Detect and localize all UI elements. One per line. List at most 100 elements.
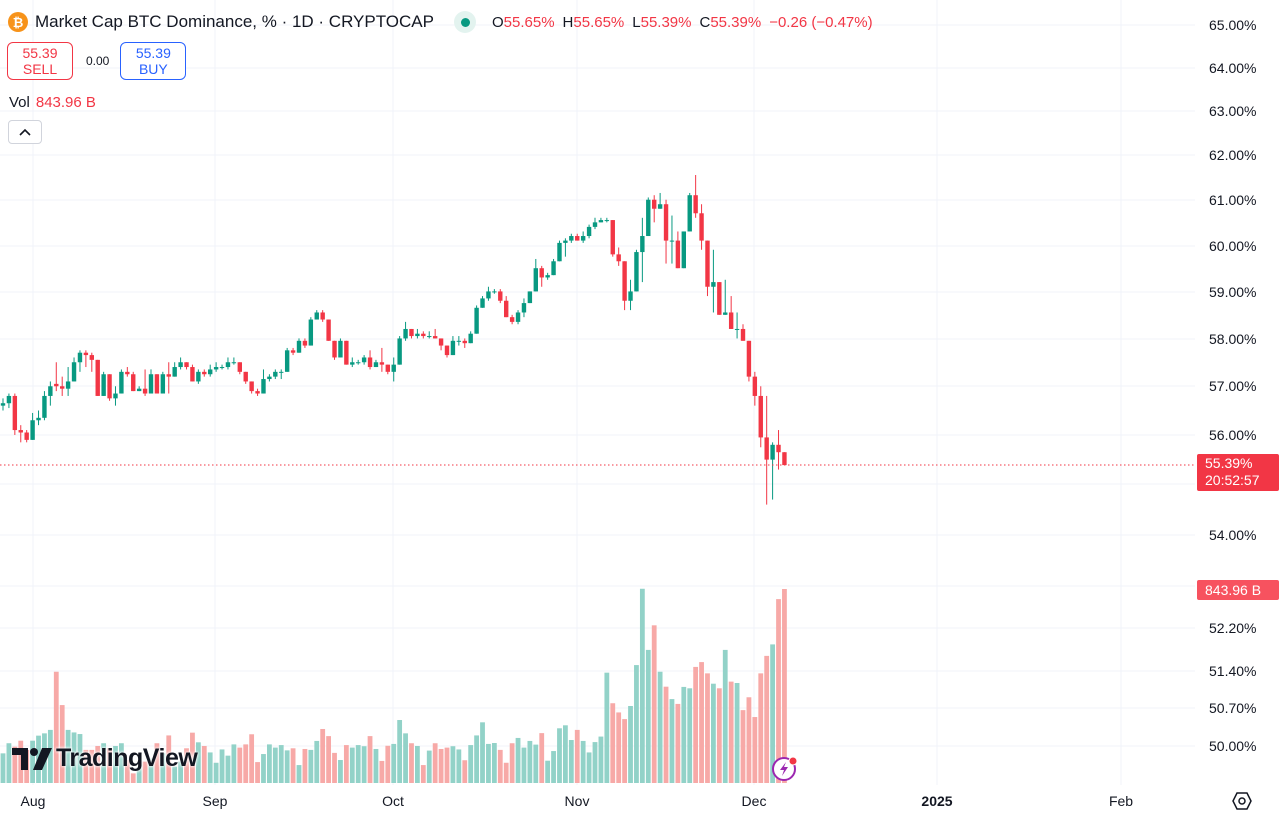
- candle: [243, 371, 248, 384]
- candle-body: [166, 374, 171, 377]
- volume-bar: [0, 753, 6, 783]
- sell-price: 55.39: [22, 45, 58, 61]
- volume-bar: [367, 736, 373, 783]
- candle: [663, 199, 669, 264]
- volume-bar: [308, 749, 314, 783]
- lightning-icon[interactable]: [771, 755, 799, 783]
- buy-button[interactable]: 55.39 BUY: [120, 42, 187, 80]
- volume-bar: [130, 773, 136, 783]
- collapse-legend-button[interactable]: [8, 120, 42, 144]
- candle: [444, 345, 450, 358]
- candle: [640, 217, 645, 283]
- price-axis-label: 61.00%: [1209, 192, 1257, 208]
- last-volume-label: 843.96 B: [1197, 580, 1279, 600]
- volume-bar: [219, 749, 225, 783]
- candle-body: [663, 204, 669, 241]
- volume-bar: [752, 717, 758, 783]
- volume-bar: [432, 743, 438, 783]
- candle: [657, 192, 663, 209]
- candle: [468, 331, 473, 344]
- volume-bar: [119, 743, 124, 783]
- candle-body: [60, 386, 65, 389]
- volume-bar: [604, 672, 610, 783]
- candle-body: [397, 338, 402, 365]
- volume-bar: [361, 746, 367, 783]
- volume-bar: [71, 732, 77, 783]
- symbol-title[interactable]: Market Cap BTC Dominance, % · 1D · CRYPT…: [35, 12, 434, 31]
- trade-buttons: 55.39 SELL 0.00 55.39 BUY: [7, 42, 187, 80]
- candle-body: [290, 350, 296, 353]
- volume-bar: [669, 699, 675, 783]
- volume-bar: [746, 697, 752, 783]
- candle-body: [225, 362, 231, 368]
- tradingview-watermark[interactable]: TradingView: [12, 744, 198, 773]
- candle-body: [261, 379, 266, 394]
- candle: [723, 279, 728, 315]
- candle: [699, 204, 704, 250]
- volume-bar: [6, 743, 12, 783]
- candle: [373, 359, 379, 368]
- volume-bar: [65, 729, 71, 783]
- candle: [65, 367, 71, 396]
- candle-body: [586, 226, 592, 237]
- volume-bar: [207, 752, 213, 783]
- candle: [89, 352, 94, 372]
- candle-body: [652, 199, 657, 209]
- candle: [586, 224, 592, 239]
- candle: [604, 217, 610, 223]
- candle: [160, 371, 166, 394]
- volume-bar: [397, 720, 403, 783]
- volume-bar: [77, 734, 83, 783]
- volume-bar: [267, 744, 272, 783]
- candle-body: [178, 362, 183, 368]
- candle: [652, 195, 657, 223]
- candle-body: [628, 291, 633, 301]
- time-axis-label: Oct: [382, 793, 404, 809]
- volume-bar: [373, 748, 379, 783]
- price-axis-label: 62.00%: [1209, 147, 1257, 163]
- volume-axis-label: 50.70%: [1209, 700, 1257, 716]
- market-open-status-icon[interactable]: [454, 11, 476, 33]
- candle: [326, 319, 331, 341]
- candle: [379, 347, 385, 372]
- volume-bar: [142, 761, 148, 783]
- candle-body: [622, 261, 627, 301]
- candle-body: [782, 452, 787, 466]
- volume-legend[interactable]: Vol 843.96 B: [9, 94, 96, 111]
- open-value: 55.65%: [503, 13, 555, 31]
- candle-body: [332, 340, 337, 358]
- candle: [267, 374, 272, 382]
- candle: [432, 328, 438, 339]
- volume-bar: [355, 745, 361, 783]
- candle-body: [728, 312, 734, 329]
- candle-body: [83, 352, 89, 356]
- settings-icon[interactable]: [1232, 791, 1252, 811]
- candle: [687, 192, 692, 232]
- candle-body: [681, 231, 686, 269]
- candle: [515, 310, 521, 325]
- candle-body: [498, 291, 503, 301]
- candle: [728, 296, 734, 329]
- candle: [782, 452, 787, 466]
- candle: [131, 371, 136, 392]
- candle-body: [705, 240, 710, 287]
- candle-body: [456, 340, 462, 342]
- volume-bar: [101, 743, 107, 783]
- sell-button[interactable]: 55.39 SELL: [7, 42, 73, 80]
- volume-bar: [462, 760, 468, 783]
- candle-body: [107, 374, 112, 399]
- candle-body: [344, 340, 349, 365]
- volume-bar: [740, 710, 746, 783]
- volume-bar: [314, 740, 320, 783]
- candle-body: [154, 374, 160, 394]
- price-axis-label: 54.00%: [1209, 527, 1257, 543]
- volume-bar: [213, 762, 219, 783]
- volume-bar: [343, 745, 349, 783]
- candle-body: [77, 352, 83, 363]
- candle-body: [160, 374, 166, 394]
- volume-bar: [758, 673, 764, 783]
- buy-price: 55.39: [135, 45, 171, 61]
- candle: [450, 336, 456, 356]
- candle-body: [213, 367, 219, 370]
